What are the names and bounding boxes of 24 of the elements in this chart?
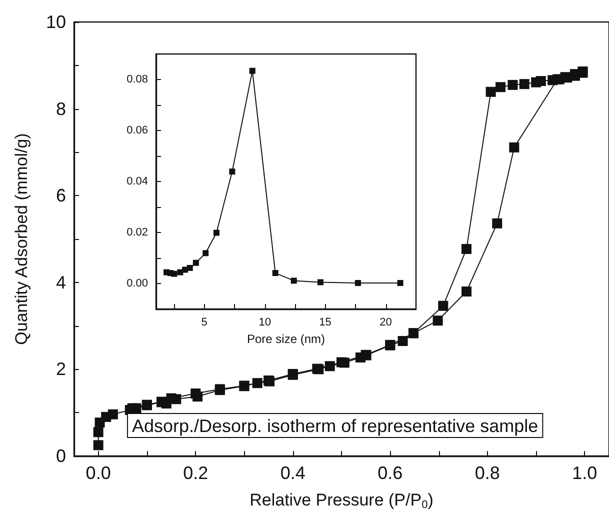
y-tick-label: 0.02 [126,226,148,238]
x-tick-label: 0.6 [378,463,403,483]
y-tick-label: 6 [56,186,66,206]
y-tick-label: 4 [56,272,66,292]
x-tick-label: 5 [201,316,208,328]
x-tick-label: 15 [319,316,332,328]
x-tick-label: 0.8 [474,463,500,483]
y-tick-label: 0 [56,446,66,466]
x-tick-label: 0.4 [280,463,306,483]
x-tick-label: 1.0 [572,463,598,483]
x-axis-title: Pore size (nm) [246,332,326,346]
x-tick-label: 0.0 [86,463,111,483]
y-tick-label: 0.04 [126,176,148,188]
y-tick-label: 0.06 [126,124,148,136]
y-axis-title: Quantity Adsorbed (mmol/g) [12,133,31,345]
x-tick-label: 0.2 [183,463,208,483]
y-tick-label: 0.08 [126,74,148,86]
y-tick-label: 0.00 [126,278,148,290]
y-tick-label: 8 [56,98,66,119]
x-tick-label: 10 [258,316,271,328]
y-tick-label: 2 [56,359,66,380]
annotation: Adsorp./Desorp. isotherm of representative sample [132,416,538,436]
x-tick-label: 20 [380,316,392,328]
y-tick-label: 10 [46,12,66,32]
